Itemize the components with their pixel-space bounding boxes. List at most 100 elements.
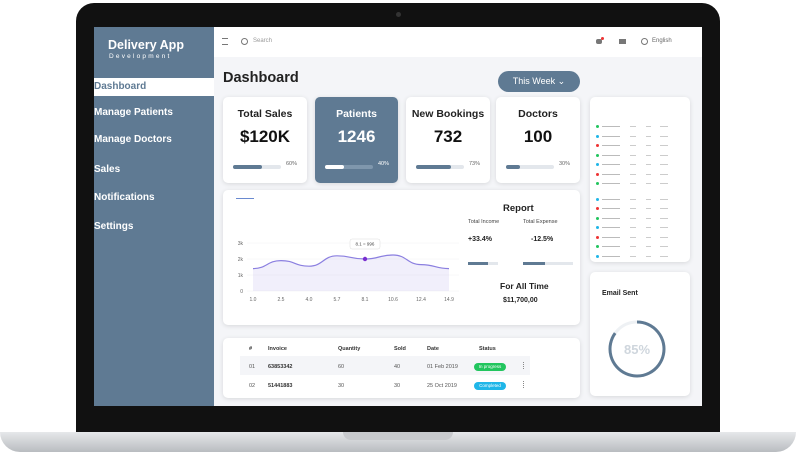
logo-subtitle: Development	[109, 53, 172, 60]
menu-label: Manage Doctors	[94, 134, 172, 145]
y-tick-label: 1k	[238, 273, 244, 279]
x-tick-label: 14.9	[444, 297, 454, 303]
gauge: 85%	[608, 320, 666, 378]
row-menu[interactable]	[523, 362, 526, 369]
income-track	[468, 262, 498, 265]
side-list	[590, 97, 690, 262]
card-value: 100	[523, 127, 553, 146]
search-input[interactable]: Search	[253, 38, 273, 44]
language-select[interactable]: English	[652, 38, 672, 44]
list-line	[630, 198, 636, 200]
list-dot	[596, 207, 599, 210]
menu-item[interactable]: Settings	[94, 218, 214, 236]
card-title: New Bookings	[411, 108, 485, 120]
area	[253, 255, 449, 291]
x-tick-label: 2.5	[278, 297, 285, 303]
period-button[interactable]: This Week ⌄	[498, 71, 580, 92]
notification-icon[interactable]	[596, 39, 602, 44]
table-cell: 51441883	[268, 383, 293, 389]
list-line	[660, 135, 668, 137]
progress-fill	[416, 165, 452, 169]
status-badge: Completed	[474, 382, 506, 390]
list-dot	[596, 153, 599, 157]
list-line	[660, 255, 668, 257]
list-line	[646, 208, 651, 209]
table-cell: 30	[394, 383, 401, 389]
list-dot	[596, 144, 599, 147]
list-line	[660, 154, 668, 156]
card-value: $120K	[239, 127, 291, 146]
list-line	[660, 246, 668, 247]
list-line	[602, 246, 620, 247]
line	[252, 254, 450, 270]
list-line	[602, 145, 620, 146]
list-dot	[596, 254, 599, 258]
table-cell: 02	[249, 383, 256, 389]
stat-card: Doctors 100 30%	[496, 97, 580, 183]
list-line	[660, 208, 668, 209]
list-line	[602, 255, 620, 257]
y-tick-label: 0	[240, 289, 243, 295]
list-line	[602, 198, 620, 200]
progress-track	[416, 165, 464, 169]
list-line	[646, 126, 651, 127]
list-dot	[596, 134, 599, 138]
notification-dot	[601, 37, 604, 40]
x-tick-label: 12.4	[416, 297, 426, 303]
stat-card: Patients 1246 40%	[315, 97, 398, 183]
gauge-arc	[608, 320, 666, 378]
all-time-label: For All Time	[500, 281, 549, 291]
list-line	[646, 183, 651, 184]
menu-label: Manage Patients	[94, 107, 173, 118]
chart-filter[interactable]	[236, 198, 254, 199]
laptop-notch	[343, 432, 453, 440]
menu-item[interactable]: Dashboard	[94, 78, 214, 96]
table-header: Quantity	[338, 346, 361, 352]
progress-fill	[506, 165, 521, 169]
menu-label: Settings	[94, 221, 134, 232]
list-line	[602, 135, 620, 137]
list-line	[602, 183, 620, 184]
gauge-label: 85%	[624, 342, 650, 357]
list-line	[646, 217, 651, 219]
list-line	[660, 236, 668, 238]
menu-item[interactable]: Manage Patients	[94, 104, 214, 122]
list-line	[602, 227, 620, 228]
menu-label: Dashboard	[94, 81, 147, 92]
list-dot	[596, 226, 599, 229]
table-header: Sold	[394, 346, 406, 352]
card-title: Doctors	[518, 108, 558, 120]
row-menu[interactable]	[523, 381, 526, 388]
progress-fill	[233, 165, 262, 169]
x-tick-label: 8.1	[362, 297, 369, 303]
laptop-base	[0, 432, 796, 452]
list-line	[660, 145, 668, 146]
list-line	[660, 227, 668, 228]
table-cell: 01 Feb 2019	[427, 364, 458, 370]
invoice-table: # Invoice Quantity Sold Date Status 01 63853342…	[223, 338, 580, 398]
menu-item[interactable]: Sales	[94, 161, 214, 179]
all-time-value: $11,700,00	[503, 297, 538, 304]
list-line	[660, 164, 668, 165]
stat-card: Total Sales $120K 60%	[223, 97, 307, 183]
progress-track	[325, 165, 373, 169]
progress-label: 73%	[469, 161, 481, 167]
menu-label: Sales	[94, 164, 121, 175]
list-dot	[596, 245, 599, 248]
menu-item[interactable]: Manage Doctors	[94, 131, 214, 149]
list-line	[660, 183, 668, 184]
list-line	[602, 154, 620, 156]
menu-icon[interactable]	[222, 38, 228, 45]
card-value: 1246	[337, 127, 376, 146]
mail-icon[interactable]	[619, 39, 626, 44]
list-dot	[596, 125, 599, 128]
list-line	[630, 255, 636, 257]
list-line	[630, 236, 636, 238]
list-line	[660, 217, 668, 219]
report-title: Report	[503, 203, 534, 214]
card-title: Total Sales	[237, 108, 293, 120]
list-line	[630, 154, 636, 156]
menu-item[interactable]: Notifications	[94, 189, 214, 207]
list-line	[630, 227, 636, 228]
